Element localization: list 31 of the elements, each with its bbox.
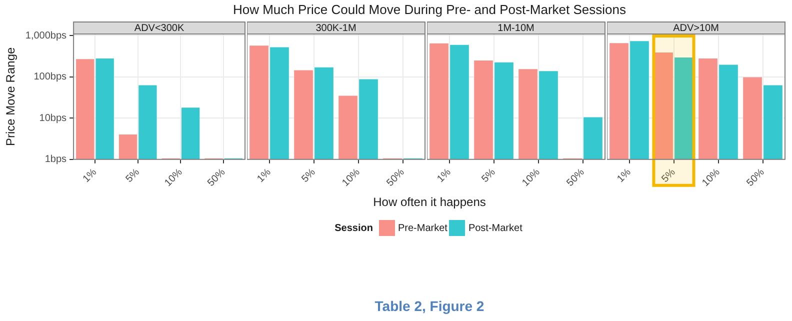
x-tick-label: 1% bbox=[615, 166, 634, 185]
x-tick-label: 5% bbox=[480, 166, 498, 185]
x-tick-label: 50% bbox=[206, 166, 228, 189]
caption: Table 2, Figure 2 bbox=[374, 298, 486, 314]
y-axis-title: Price Move Range bbox=[4, 47, 18, 146]
y-tick-label: 1,000bps bbox=[25, 30, 67, 42]
text: How Much Price Could Move During Pre- and Post-Market Sessions bbox=[232, 2, 628, 17]
x-tick-label: 10% bbox=[162, 166, 185, 189]
chart-title: ADV>10M bbox=[673, 22, 719, 34]
x-tick-label: 10% bbox=[700, 166, 722, 189]
legend-title: Session bbox=[334, 222, 373, 234]
legend-label: Post-Market bbox=[468, 222, 522, 234]
x-tick-label: 1% bbox=[81, 166, 100, 185]
x-tick-label: 5% bbox=[660, 166, 678, 185]
chart-title: 1M-10M bbox=[498, 22, 534, 34]
x-tick-label: 1% bbox=[255, 166, 274, 185]
y-tick-label: 10bps bbox=[39, 112, 67, 124]
y-tick-label: 1bps bbox=[44, 154, 67, 166]
y-tick-label: 100bps bbox=[34, 72, 67, 83]
x-tick-label: 1% bbox=[435, 166, 454, 185]
x-tick-label: 10% bbox=[340, 166, 362, 189]
x-tick-label: 50% bbox=[564, 166, 587, 189]
legend-label: Pre-Market bbox=[398, 222, 448, 234]
text: How often it happens bbox=[372, 195, 487, 209]
chart-title: ADV<300K bbox=[134, 22, 184, 34]
x-tick-label: 5% bbox=[124, 166, 142, 185]
x-tick-label: 50% bbox=[384, 166, 407, 189]
chart-title: 300K-1M bbox=[316, 22, 356, 34]
x-tick-label: 10% bbox=[520, 166, 542, 189]
x-tick-label: 5% bbox=[300, 166, 318, 185]
x-tick-label: 50% bbox=[744, 166, 767, 189]
